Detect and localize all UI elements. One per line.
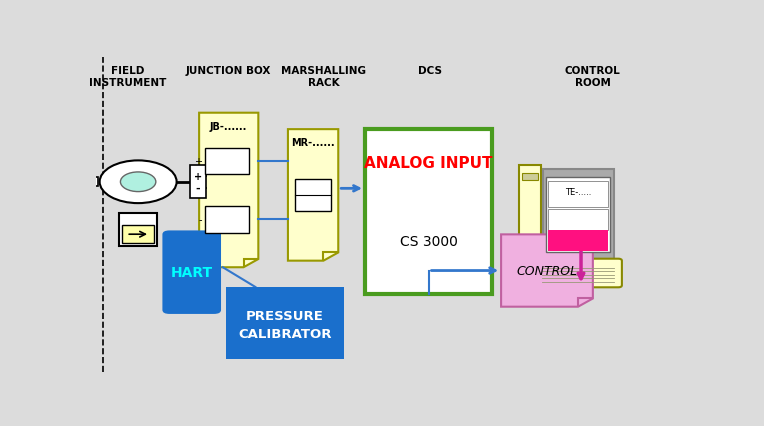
Bar — [122, 226, 154, 244]
Text: TE-.....: TE-..... — [565, 188, 591, 197]
Bar — [205, 207, 249, 233]
Text: PRESSURE: PRESSURE — [246, 310, 324, 322]
Bar — [205, 148, 249, 175]
Bar — [295, 180, 331, 211]
Circle shape — [121, 173, 156, 192]
Bar — [548, 231, 608, 251]
Polygon shape — [288, 130, 338, 261]
Text: HART: HART — [170, 265, 213, 279]
Text: MARSHALLING
RACK: MARSHALLING RACK — [281, 66, 366, 87]
Bar — [542, 169, 613, 261]
Text: MR-......: MR-...... — [291, 138, 335, 148]
Bar — [522, 173, 539, 181]
Bar — [119, 213, 157, 246]
Text: CONTROL
ROOM: CONTROL ROOM — [565, 66, 620, 87]
Text: ANALOG INPUT: ANALOG INPUT — [364, 155, 493, 170]
Bar — [365, 130, 492, 294]
Text: JUNCTION BOX: JUNCTION BOX — [186, 66, 271, 76]
Polygon shape — [199, 113, 258, 268]
Text: CALIBRATOR: CALIBRATOR — [238, 328, 332, 341]
FancyBboxPatch shape — [163, 231, 221, 314]
Bar — [519, 166, 542, 264]
Bar — [546, 177, 610, 253]
Text: +: + — [194, 171, 202, 181]
Text: FIELD
INSTRUMENT: FIELD INSTRUMENT — [89, 66, 167, 87]
Text: JB-......: JB-...... — [210, 122, 248, 132]
Text: -: - — [199, 215, 202, 225]
FancyBboxPatch shape — [534, 259, 622, 288]
Bar — [548, 182, 608, 207]
Text: -: - — [196, 183, 200, 193]
Bar — [548, 209, 608, 230]
Text: CONTROL: CONTROL — [516, 265, 578, 277]
Circle shape — [99, 161, 176, 204]
Bar — [73, 178, 98, 187]
Bar — [226, 287, 345, 360]
Text: CS 3000: CS 3000 — [400, 234, 458, 248]
Text: DCS: DCS — [418, 66, 442, 76]
Text: +: + — [194, 156, 202, 166]
Bar — [189, 166, 206, 199]
Polygon shape — [501, 235, 593, 307]
